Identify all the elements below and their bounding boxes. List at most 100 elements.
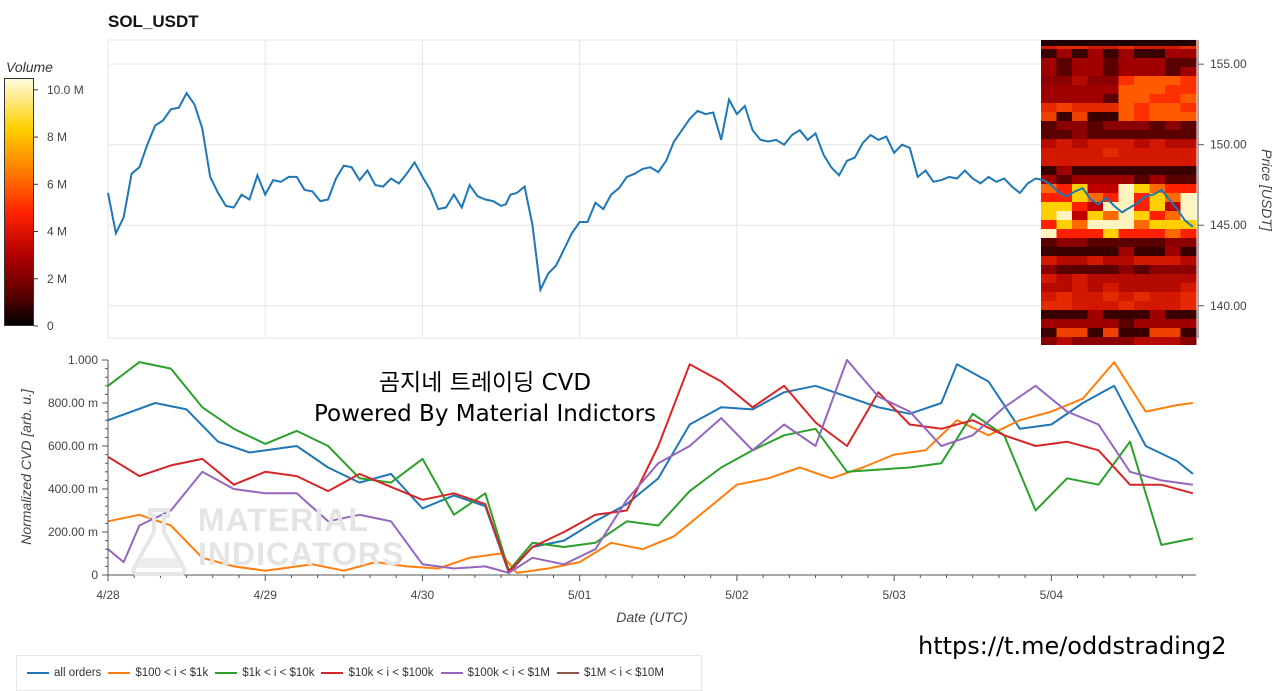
heatmap-cell (1149, 76, 1166, 86)
heatmap-cell (1149, 310, 1166, 320)
legend-swatch (215, 672, 238, 674)
annotation-title: 곰지네 트레이딩 CVD (378, 370, 592, 396)
heatmap-cell (1072, 76, 1088, 86)
heatmap-cell (1072, 94, 1088, 104)
footer-url[interactable]: https://t.me/oddstrading2 (918, 632, 1227, 660)
heatmap-cell (1087, 67, 1104, 77)
heatmap-cell (1041, 67, 1057, 77)
heatmap-cell (1041, 112, 1057, 122)
heatmap-cell (1134, 265, 1150, 275)
heatmap-cell (1165, 202, 1181, 212)
heatmap-cell (1056, 274, 1073, 284)
heatmap-cell (1103, 337, 1119, 345)
legend-item[interactable]: $1k < i < $10k (215, 667, 314, 679)
heatmap-cell (1134, 139, 1150, 149)
heatmap-cell (1103, 310, 1119, 320)
heatmap-cell (1118, 67, 1135, 77)
cvd-series (107, 359, 1194, 574)
heatmap-cell (1134, 319, 1150, 329)
legend-item[interactable]: $100k < i < $1M (440, 667, 550, 679)
heatmap-cell (1180, 283, 1197, 293)
heatmap-cell (1149, 139, 1166, 149)
heatmap-cell (1118, 94, 1135, 104)
heatmap-cell (1180, 337, 1197, 345)
heatmap-cell (1041, 202, 1057, 212)
cvd-line (107, 363, 1194, 574)
heatmap-cell (1056, 328, 1073, 338)
heatmap-cell (1149, 130, 1166, 140)
heatmap-cell (1041, 175, 1057, 185)
heatmap-cell (1041, 247, 1057, 257)
legend-swatch (440, 672, 463, 674)
heatmap-cell (1165, 166, 1181, 176)
heatmap-cell (1134, 292, 1150, 302)
heatmap-cell (1149, 238, 1166, 248)
heatmap-cell (1149, 265, 1166, 275)
cvd-axes: 0 200.00 m 400.00 m 600.00 m 800.00 m 1.000 4/… (48, 353, 1196, 602)
heatmap-cell (1180, 166, 1197, 176)
heatmap-cell (1134, 220, 1150, 230)
heatmap-cell (1056, 337, 1073, 345)
heatmap-cell (1087, 256, 1104, 266)
heatmap-cell (1087, 211, 1104, 221)
heatmap-cell (1056, 76, 1073, 86)
heatmap-cell (1180, 76, 1197, 86)
heatmap-cell (1165, 274, 1181, 284)
cvd-x-tick-label: 5/04 (1040, 588, 1064, 602)
heatmap-cell (1103, 58, 1119, 68)
heatmap-cell (1103, 283, 1119, 293)
cvd-y-axis-title: Normalized CVD [arb. u.] (18, 388, 34, 545)
heatmap-cell (1149, 184, 1166, 194)
heatmap-cell (1072, 256, 1088, 266)
heatmap-cell (1149, 94, 1166, 104)
heatmap-cell (1180, 247, 1197, 257)
heatmap-cell (1149, 220, 1166, 230)
heatmap-cell (1149, 211, 1166, 221)
heatmap-cell (1165, 157, 1181, 167)
heatmap-cell (1165, 238, 1181, 248)
heatmap-cell (1149, 319, 1166, 329)
heatmap-cell (1103, 319, 1119, 329)
legend-item[interactable]: $100 < i < $1k (108, 667, 208, 679)
legend-swatch (321, 672, 344, 674)
heatmap-cell (1072, 292, 1088, 302)
heatmap-cell (1072, 157, 1088, 167)
price-y-axis-title: Price [USDT] (1259, 149, 1275, 232)
watermark: MATERIAL INDICATORS (198, 503, 404, 571)
price-y-tick-label: 140.00 (1210, 299, 1247, 313)
legend-item[interactable]: all orders (27, 667, 101, 679)
heatmap-cell (1041, 265, 1057, 275)
heatmap-cell (1072, 283, 1088, 293)
heatmap-cell (1103, 166, 1119, 176)
cvd-x-tick-label: 4/28 (96, 588, 120, 602)
heatmap-cell (1180, 103, 1197, 113)
heatmap-cell (1134, 337, 1150, 345)
heatmap-cell (1180, 220, 1197, 230)
legend-label: $1k < i < $10k (242, 667, 315, 679)
heatmap-cell (1103, 67, 1119, 77)
heatmap-cell (1103, 148, 1119, 158)
heatmap-cell (1134, 274, 1150, 284)
heatmap-cell (1118, 256, 1135, 266)
heatmap-cell (1072, 211, 1088, 221)
heatmap-cell (1041, 49, 1057, 59)
heatmap-cell (1041, 85, 1057, 95)
heatmap-cell (1180, 301, 1197, 311)
heatmap-cell (1180, 139, 1197, 149)
heatmap-cell (1072, 49, 1088, 59)
heatmap-cell (1134, 328, 1150, 338)
heatmap-cell (1118, 301, 1135, 311)
heatmap-cell (1072, 112, 1088, 122)
heatmap-cell (1056, 310, 1073, 320)
heatmap-cell (1149, 85, 1166, 95)
heatmap-cell (1118, 121, 1135, 131)
heatmap-cell (1087, 292, 1104, 302)
legend-item[interactable]: $10k < i < $100k (321, 667, 434, 679)
cvd-chart: 0 200.00 m 400.00 m 600.00 m 800.00 m 1.000 4/… (18, 353, 1196, 625)
heatmap-cell (1118, 58, 1135, 68)
heatmap-cell (1072, 139, 1088, 149)
heatmap-cell (1118, 229, 1135, 239)
legend-item[interactable]: $1M < i < $10M (557, 667, 664, 679)
heatmap-cell (1072, 193, 1088, 203)
heatmap-cell (1072, 148, 1088, 158)
